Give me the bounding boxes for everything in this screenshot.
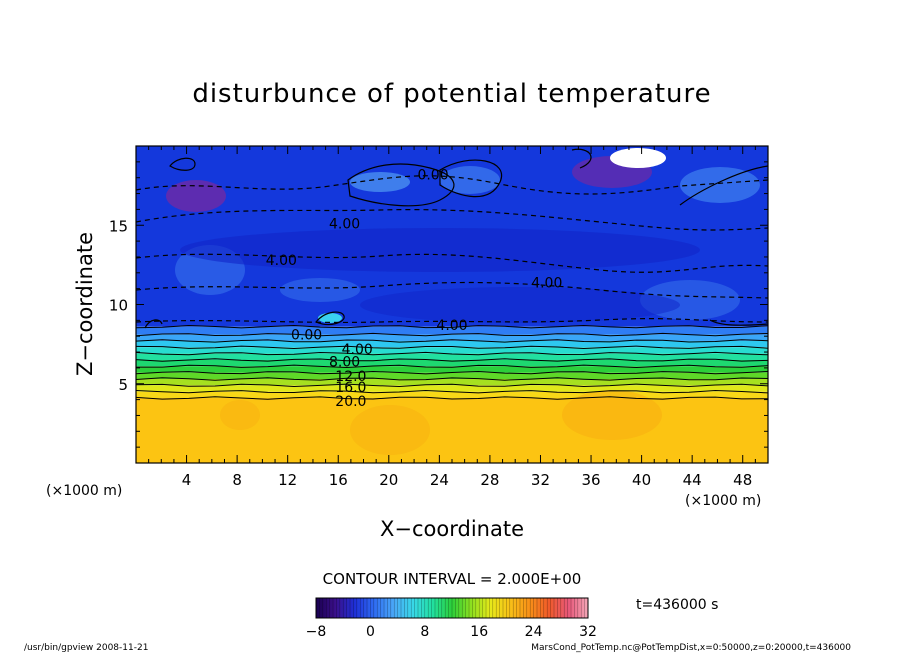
dark-blue-band	[180, 228, 700, 272]
contour-line	[571, 148, 592, 169]
x-tick-label: 48	[733, 471, 752, 489]
contour-line	[136, 281, 768, 299]
x-tick-label: 24	[430, 471, 449, 489]
x-tick-label: 4	[182, 471, 192, 489]
light-blue-patch	[440, 166, 500, 194]
y-axis-label: Z−coordinate	[73, 232, 97, 376]
contour-label: 4.00	[329, 217, 360, 233]
light-blue-patch	[350, 172, 410, 192]
x-tick-label: 16	[329, 471, 348, 489]
x-axis-label: X−coordinate	[380, 517, 524, 541]
contour-line	[136, 364, 768, 369]
contour-value-labels: 0.004.004.004.004.000.004.008.0012.016.0…	[266, 168, 563, 411]
y-axis-ticks: 5 10 15	[109, 161, 768, 448]
contour-label: 4.00	[342, 342, 373, 358]
disturbance-patches	[166, 148, 760, 455]
contour-line	[136, 351, 768, 356]
x-tick-label: 8	[232, 471, 242, 489]
layer-band	[136, 359, 768, 367]
orange-patch	[220, 400, 260, 430]
contour-line	[136, 358, 768, 362]
contour-line	[169, 157, 196, 171]
orange-patch	[562, 390, 662, 440]
orange-patch	[350, 405, 430, 455]
contour-line	[136, 318, 768, 324]
time-stamp: t=436000 s	[636, 597, 718, 613]
layer-band	[136, 378, 768, 386]
contour-label: 4.00	[531, 275, 562, 291]
violet-patch	[166, 180, 226, 212]
colorbar-tick-label: 16	[470, 624, 488, 640]
layer-band	[136, 347, 768, 354]
contour-line	[136, 345, 768, 350]
contour-line	[136, 389, 768, 394]
x-axis-unit-left: (×1000 m)	[46, 483, 122, 499]
chart-title: disturbunce of potential temperature	[192, 79, 711, 109]
contour-line	[144, 319, 163, 329]
contour-interval-text: CONTOUR INTERVAL = 2.000E+00	[323, 570, 582, 588]
layer-band	[136, 372, 768, 379]
x-tick-label: 44	[683, 471, 702, 489]
contour-line	[315, 311, 345, 326]
contour-line	[136, 332, 768, 337]
contour-label: 16.0	[335, 380, 366, 396]
y-tick-label: 15	[109, 217, 128, 235]
colorbar-tick-label: 32	[579, 624, 597, 640]
light-blue-patch	[280, 278, 360, 302]
colorbar-ticks: −8 0 8 16 24 32	[306, 624, 597, 640]
contour-label: 0.00	[417, 168, 448, 184]
x-axis-ticks: 4 8 12 16 20 24 28 32 36 40 44 48	[148, 146, 756, 489]
contour-line	[136, 370, 768, 375]
colorbar-tick-label: 0	[366, 624, 375, 640]
x-tick-label: 28	[480, 471, 499, 489]
contour-line	[709, 319, 768, 326]
contour-label: 8.00	[329, 355, 360, 371]
white-patch	[610, 148, 666, 168]
x-axis-unit-right: (×1000 m)	[685, 493, 761, 509]
x-tick-label: 36	[581, 471, 600, 489]
x-tick-label: 12	[278, 471, 297, 489]
layer-band	[136, 391, 768, 399]
contour-plot-area	[136, 146, 768, 463]
contour-label: 0.00	[291, 328, 322, 344]
contour-label: 4.00	[266, 253, 297, 269]
contour-line	[136, 209, 768, 231]
layer-band	[136, 334, 768, 341]
contour-line	[136, 175, 768, 195]
contour-line	[136, 324, 768, 329]
colorbar-bins	[319, 598, 585, 618]
y-tick-label: 5	[118, 376, 128, 394]
contour-lines	[136, 148, 768, 329]
contour-line	[136, 396, 768, 400]
layer-band	[136, 353, 768, 360]
footer-left: /usr/bin/gpview 2008-11-21	[24, 643, 148, 653]
dark-blue-band	[360, 287, 680, 323]
colorbar-tick-label: −8	[306, 624, 327, 640]
x-tick-label: 40	[632, 471, 651, 489]
contour-line	[136, 377, 768, 381]
contour-line	[136, 339, 768, 343]
footer-right: MarsCond_PotTemp.nc@PotTempDist,x=0:5000…	[531, 643, 851, 653]
contour-line	[439, 159, 503, 198]
contour-line	[347, 163, 455, 207]
layer-band	[136, 326, 768, 335]
layer-band	[136, 385, 768, 392]
colorbar-tick-label: 24	[525, 624, 543, 640]
layer-band	[136, 340, 768, 348]
contour-label: 20.0	[335, 394, 366, 410]
layer-contour-lines	[136, 324, 768, 400]
contour-line	[679, 165, 768, 206]
contour-label: 4.00	[436, 318, 467, 334]
contour-line	[136, 383, 768, 388]
colorbar-tick-label: 8	[420, 624, 429, 640]
layer-band	[136, 366, 768, 373]
x-tick-label: 20	[379, 471, 398, 489]
light-blue-patch	[680, 167, 760, 203]
contour-label: 12.0	[335, 369, 366, 385]
x-tick-label: 32	[531, 471, 550, 489]
cyan-patch	[318, 313, 342, 323]
y-tick-label: 10	[109, 297, 128, 315]
